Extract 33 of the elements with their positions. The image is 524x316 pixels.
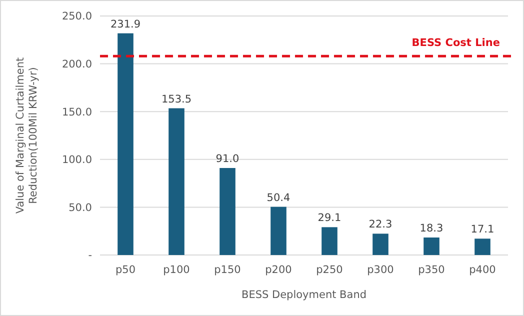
- bar: [270, 206, 286, 255]
- bar: [168, 108, 184, 255]
- y-tick-label: 200.0: [62, 58, 92, 70]
- data-label: 50.4: [266, 192, 291, 204]
- data-label: 231.9: [110, 18, 141, 30]
- data-label: 29.1: [318, 212, 342, 224]
- data-label: 17.1: [470, 224, 494, 236]
- bar: [372, 234, 388, 255]
- y-tick-label: 50.0: [68, 202, 92, 214]
- y-axis-title: Value of Marginal Curtailment Reduction(100Mil KRW-yr): [14, 57, 40, 214]
- x-tick-label: p200: [265, 264, 292, 276]
- data-label: 153.5: [161, 93, 192, 106]
- y-tick-label: 250.0: [62, 10, 92, 23]
- y-tick-label: 100.0: [62, 154, 92, 166]
- x-tick-label: p250: [316, 264, 343, 276]
- bar: [322, 227, 338, 255]
- y-tick-label: 150.0: [62, 106, 92, 118]
- y-tick-label: -: [88, 250, 92, 262]
- x-tick-label: p300: [367, 264, 394, 276]
- data-label: 18.3: [420, 222, 444, 235]
- bar: [220, 168, 236, 255]
- bar: [118, 33, 134, 255]
- x-tick-label: p150: [214, 264, 241, 276]
- bar: [424, 238, 440, 255]
- data-label: 22.3: [368, 218, 392, 231]
- ref-line-label: BESS Cost Line: [412, 37, 500, 50]
- x-tick-label: p50: [115, 264, 136, 276]
- x-axis-title: BESS Deployment Band: [241, 289, 367, 301]
- data-label: 91.0: [216, 153, 240, 166]
- bar: [474, 238, 490, 255]
- x-tick-label: p350: [418, 264, 445, 276]
- x-tick-label: p400: [469, 264, 496, 276]
- x-tick-label: p100: [163, 264, 190, 276]
